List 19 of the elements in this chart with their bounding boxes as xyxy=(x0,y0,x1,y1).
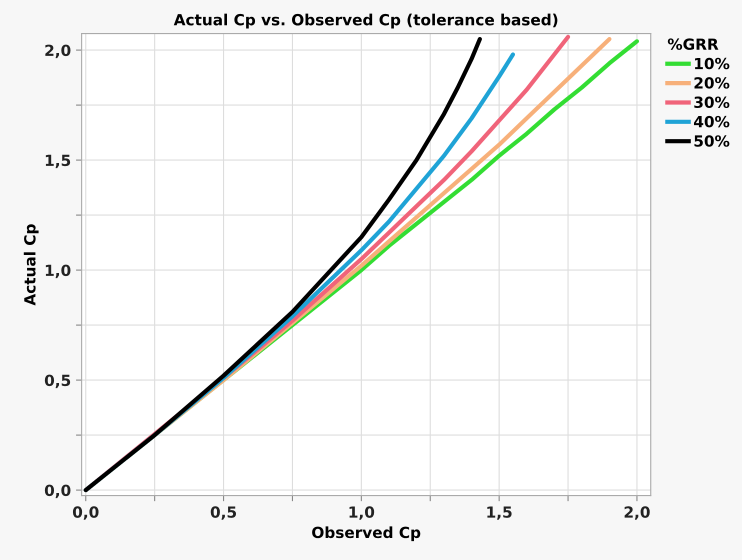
legend-label: 50% xyxy=(694,135,730,147)
x-tick-label: 0,5 xyxy=(210,506,236,520)
y-axis-title: Actual Cp xyxy=(24,224,39,306)
y-tick-label: 0,0 xyxy=(44,484,70,498)
y-tick-label: 0,5 xyxy=(44,374,70,388)
chart-title: Actual Cp vs. Observed Cp (tolerance based) xyxy=(174,14,558,28)
legend-label: 20% xyxy=(694,77,730,89)
x-tick-label: 0,0 xyxy=(72,506,99,520)
legend-label: 40% xyxy=(694,116,730,128)
y-tick-label: 2,0 xyxy=(45,44,70,58)
legend-label: 30% xyxy=(694,96,730,108)
x-tick-label: 1,5 xyxy=(487,506,512,520)
x-tick-label: 2,0 xyxy=(624,506,650,520)
x-tick-label: 1,0 xyxy=(350,506,374,520)
y-tick-label: 1,5 xyxy=(46,154,70,168)
x-axis-title: Observed Cp xyxy=(312,526,420,542)
legend-label: 10% xyxy=(695,58,730,70)
y-tick-label: 1,0 xyxy=(46,264,70,278)
legend-title: %GRR xyxy=(668,38,718,50)
